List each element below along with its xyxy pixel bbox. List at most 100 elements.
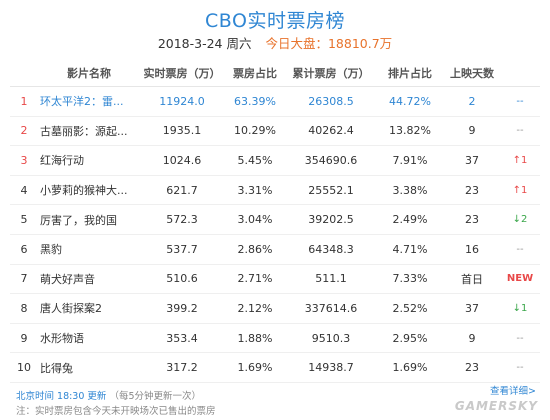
- table-row[interactable]: 4 小萝莉的猴神大... 621.7 3.31% 25552.1 3.38% 23 ↑1: [10, 175, 540, 206]
- header-trend: [500, 60, 540, 87]
- days-cell: 23: [444, 204, 500, 235]
- header-days: 上映天数: [444, 60, 500, 87]
- days-cell: 23: [444, 175, 500, 206]
- film-name-cell: 环太平洋2：雷...: [38, 86, 140, 117]
- rank-cell: 7: [10, 264, 38, 295]
- screen-share-cell: 2.52%: [376, 293, 444, 324]
- total-box-cell: 354690.6: [286, 145, 376, 176]
- rank-cell: 10: [10, 352, 38, 383]
- table-row[interactable]: 3 红海行动 1024.6 5.45% 354690.6 7.91% 37 ↑1: [10, 145, 540, 176]
- trend-cell: ↓2: [500, 204, 540, 235]
- film-name-cell: 比得兔: [38, 352, 140, 383]
- footnote: 注：实时票房包含今天未开映场次已售出的票房: [16, 406, 216, 417]
- view-details-link[interactable]: 查看详细>: [490, 386, 536, 397]
- box-share-cell: 63.39%: [224, 86, 286, 117]
- box-share-cell: 1.88%: [224, 323, 286, 354]
- realtime-box-cell: 537.7: [140, 234, 224, 265]
- box-office-table: 影片名称 实时票房（万） 票房占比 累计票房（万） 排片占比 上映天数 1 环太平…: [10, 60, 540, 383]
- table-row[interactable]: 8 唐人街探案2 399.2 2.12% 337614.6 2.52% 37 ↓1: [10, 293, 540, 324]
- film-name-cell: 红海行动: [38, 145, 140, 176]
- trend-cell: NEW: [500, 264, 540, 295]
- update-info: 北京时间 18:30 更新 （每5分钟更新一次）: [16, 388, 201, 402]
- rank-cell: 6: [10, 234, 38, 265]
- film-name-cell: 萌犬好声音: [38, 264, 140, 295]
- screen-share-cell: 4.71%: [376, 234, 444, 265]
- gamersky-watermark: GAMERSKY: [454, 399, 538, 413]
- film-name-cell: 水形物语: [38, 323, 140, 354]
- total-box-cell: 25552.1: [286, 175, 376, 206]
- rank-cell: 4: [10, 175, 38, 206]
- table-header-row: 影片名称 实时票房（万） 票房占比 累计票房（万） 排片占比 上映天数: [10, 60, 540, 87]
- days-cell: 37: [444, 293, 500, 324]
- header-screen-share: 排片占比: [376, 60, 444, 87]
- film-name-cell: 黑豹: [38, 234, 140, 265]
- total-box-cell: 14938.7: [286, 352, 376, 383]
- table-row[interactable]: 6 黑豹 537.7 2.86% 64348.3 4.71% 16 --: [10, 234, 540, 265]
- total-box-cell: 26308.5: [286, 86, 376, 117]
- realtime-box-cell: 1935.1: [140, 116, 224, 147]
- table-row[interactable]: 10 比得兔 317.2 1.69% 14938.7 1.69% 23 --: [10, 352, 540, 383]
- film-name-cell: 小萝莉的猴神大...: [38, 175, 140, 206]
- film-name-cell: 古墓丽影：源起...: [38, 116, 140, 147]
- rank-cell: 9: [10, 323, 38, 354]
- table-row[interactable]: 7 萌犬好声音 510.6 2.71% 511.1 7.33% 首日 NEW: [10, 264, 540, 295]
- box-share-cell: 3.04%: [224, 204, 286, 235]
- chart-title: CBO实时票房榜: [205, 10, 345, 32]
- header-total-box: 累计票房（万）: [286, 60, 376, 87]
- realtime-box-cell: 399.2: [140, 293, 224, 324]
- header-film-name: 影片名称: [38, 60, 140, 87]
- total-box-office: 今日大盘：18810.7万: [265, 36, 392, 51]
- realtime-box-cell: 621.7: [140, 175, 224, 206]
- total-box-cell: 9510.3: [286, 323, 376, 354]
- table-row[interactable]: 1 环太平洋2：雷... 11924.0 63.39% 26308.5 44.72% 2 --: [10, 86, 540, 117]
- header-box-share: 票房占比: [224, 60, 286, 87]
- days-cell: 37: [444, 145, 500, 176]
- film-name-cell: 厉害了，我的国: [38, 204, 140, 235]
- trend-cell: ↑1: [500, 175, 540, 206]
- box-share-cell: 1.69%: [224, 352, 286, 383]
- total-box-cell: 511.1: [286, 264, 376, 295]
- box-share-cell: 5.45%: [224, 145, 286, 176]
- realtime-box-cell: 11924.0: [140, 86, 224, 117]
- trend-cell: ↓1: [500, 293, 540, 324]
- trend-cell: --: [500, 86, 540, 117]
- screen-share-cell: 2.95%: [376, 323, 444, 354]
- days-cell: 首日: [444, 264, 500, 295]
- rank-cell: 3: [10, 145, 38, 176]
- rank-cell: 2: [10, 116, 38, 147]
- realtime-box-cell: 572.3: [140, 204, 224, 235]
- date-text: 2018-3-24 周六: [157, 36, 252, 51]
- box-share-cell: 2.12%: [224, 293, 286, 324]
- days-cell: 9: [444, 116, 500, 147]
- trend-cell: ↑1: [500, 145, 540, 176]
- trend-cell: --: [500, 116, 540, 147]
- screen-share-cell: 7.33%: [376, 264, 444, 295]
- box-share-cell: 3.31%: [224, 175, 286, 206]
- table-row[interactable]: 9 水形物语 353.4 1.88% 9510.3 2.95% 9 --: [10, 323, 540, 354]
- rank-cell: 8: [10, 293, 38, 324]
- trend-cell: --: [500, 323, 540, 354]
- table-row[interactable]: 5 厉害了，我的国 572.3 3.04% 39202.5 2.49% 23 ↓2: [10, 204, 540, 235]
- rank-cell: 1: [10, 86, 38, 117]
- rank-cell: 5: [10, 204, 38, 235]
- screen-share-cell: 13.82%: [376, 116, 444, 147]
- total-box-cell: 40262.4: [286, 116, 376, 147]
- table-row[interactable]: 2 古墓丽影：源起... 1935.1 10.29% 40262.4 13.82% 9 --: [10, 116, 540, 147]
- realtime-box-cell: 510.6: [140, 264, 224, 295]
- screen-share-cell: 2.49%: [376, 204, 444, 235]
- days-cell: 2: [444, 86, 500, 117]
- trend-cell: --: [500, 234, 540, 265]
- realtime-box-cell: 317.2: [140, 352, 224, 383]
- total-box-cell: 39202.5: [286, 204, 376, 235]
- days-cell: 16: [444, 234, 500, 265]
- realtime-box-cell: 1024.6: [140, 145, 224, 176]
- days-cell: 23: [444, 352, 500, 383]
- trend-cell: --: [500, 352, 540, 383]
- total-box-cell: 64348.3: [286, 234, 376, 265]
- screen-share-cell: 3.38%: [376, 175, 444, 206]
- box-share-cell: 2.86%: [224, 234, 286, 265]
- header-rank: [10, 60, 38, 87]
- box-share-cell: 10.29%: [224, 116, 286, 147]
- header-realtime-box: 实时票房（万）: [140, 60, 224, 87]
- screen-share-cell: 1.69%: [376, 352, 444, 383]
